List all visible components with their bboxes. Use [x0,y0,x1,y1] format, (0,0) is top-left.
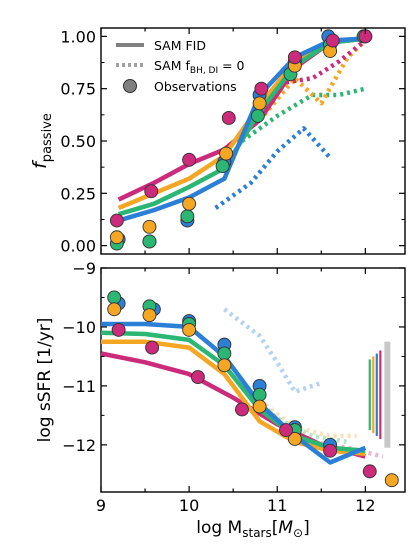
bottom-x-axis-label: log Mstars[M⊙] [196,518,310,540]
top-y-axis-label: fpassive [29,113,55,169]
observation-marker [109,230,124,245]
observation-marker [144,184,159,199]
legend-marker-swatch [123,79,137,93]
xlabel-sub: stars [242,526,272,540]
observation-marker [180,209,195,224]
legend-nobh-main: SAM f [154,58,190,73]
bottom-panel: −9 −10 −11 −12 9 10 11 12 log sSFR [1/yr] log … [35,259,406,540]
bottom-markers-group [107,290,399,488]
observation-marker [252,387,267,402]
observation-marker [182,322,197,337]
observation-marker [182,152,197,167]
y-tick-label: 0.75 [60,80,96,99]
top-ylabel-main: f [29,159,51,169]
legend-nobh-sub: BH, DI [190,66,218,76]
top-panel: 0.00 0.25 0.50 0.75 1.00 fpassive SAM FID SA… [29,27,406,256]
y-tick-label: 0.25 [60,184,96,203]
observation-marker [362,464,377,479]
y-tick-label: 0.50 [60,132,96,151]
observation-marker [215,159,230,174]
bottom-error-bars-group [368,341,391,448]
legend: SAM FID SAM fBH, DI = 0 Observations [116,38,245,94]
bottom-plot-frame [100,267,406,493]
y-tick-label: −11 [62,377,96,396]
y-tick-label: −9 [72,259,96,278]
observation-marker [250,108,265,123]
y-tick-label: −12 [62,436,96,455]
top-ticks-group [100,28,405,254]
series-line [223,307,323,395]
xlabel-bracket-open: [ [272,518,279,538]
observation-marker [384,473,399,488]
observation-marker [142,234,157,249]
legend-nobh-tail: = 0 [218,58,244,73]
observation-marker [107,290,122,305]
x-tick-label: 11 [267,496,287,515]
observation-marker [107,302,122,317]
observation-marker [254,81,269,96]
legend-label-nobh: SAM fBH, DI = 0 [154,58,245,76]
observation-marker [219,146,234,161]
observation-marker [182,196,197,211]
observation-marker [235,402,249,417]
legend-label-obs: Observations [154,79,237,94]
xlabel-main: log M [196,518,242,538]
x-tick-label: 12 [355,496,375,515]
xlabel-unit-sub: ⊙ [293,526,303,540]
observation-marker [217,358,232,373]
observation-marker [323,443,338,458]
observation-marker [221,111,236,125]
top-markers-group [109,29,373,251]
observation-marker [142,308,157,323]
series-line [258,398,357,439]
series-line [100,330,366,453]
top-ylabel-sub: passive [40,113,55,162]
x-tick-label: 9 [96,496,106,515]
observation-marker [190,370,205,385]
observation-marker [252,399,267,414]
y-tick-label: 0.00 [60,237,96,256]
xlabel-unit-main: M [278,518,293,538]
series-line [285,38,367,85]
observation-marker [217,346,232,361]
bottom-y-axis-label: log sSFR [1/yr] [35,318,55,443]
observation-marker [111,322,126,337]
observation-marker [287,431,302,446]
y-tick-label: 1.00 [60,27,96,46]
bottom-xtick-labels: 9 10 11 12 [96,496,376,515]
xlabel-bracket-close: ] [303,518,310,538]
observation-marker [325,33,340,48]
series-line [101,321,367,465]
y-tick-label: −10 [62,318,96,337]
observation-marker [252,96,267,111]
series-line [214,126,332,210]
bottom-series-group [100,307,384,465]
legend-label-fid: SAM FID [154,38,206,53]
bottom-ytick-labels: −9 −10 −11 −12 [62,259,96,455]
observation-marker [287,50,302,65]
top-plot-frame [100,27,406,255]
x-tick-label: 10 [179,496,199,515]
observation-marker [142,219,157,234]
observation-marker [145,340,160,355]
bottom-ticks-group [100,267,405,492]
top-ytick-labels: 0.00 0.25 0.50 0.75 1.00 [60,27,96,255]
series-line [257,38,367,122]
observation-marker [109,213,124,228]
observation-marker [279,423,293,438]
